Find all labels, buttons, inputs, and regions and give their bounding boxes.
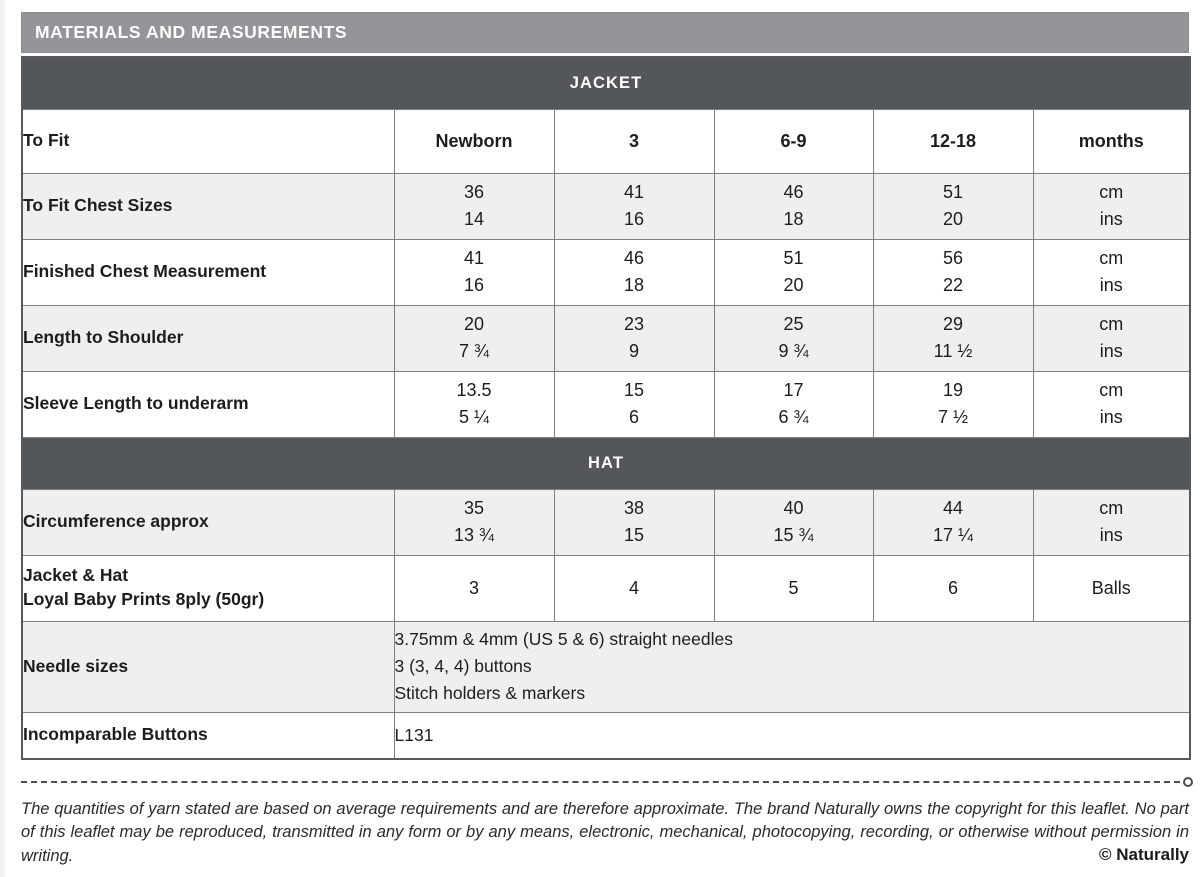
table-row: Needle sizes 3.75mm & 4mm (US 5 & 6) str… bbox=[21, 620, 1191, 713]
row-label-to-fit: To Fit bbox=[21, 108, 395, 174]
table-cell: 13.5 5 ¼ bbox=[393, 370, 555, 438]
table-cell: 35 13 ¾ bbox=[393, 488, 555, 556]
row-label-needle-sizes: Needle sizes bbox=[21, 620, 395, 713]
table-row: Sleeve Length to underarm 13.5 5 ¼ 15 6 … bbox=[21, 370, 1191, 438]
table-cell: 15 6 bbox=[553, 370, 715, 438]
size-header-12-18: 12-18 bbox=[872, 108, 1034, 174]
table-cell: 46 18 bbox=[553, 238, 715, 306]
row-label-length-to-shoulder: Length to Shoulder bbox=[21, 304, 395, 372]
table-cell: 56 22 bbox=[872, 238, 1034, 306]
cut-line bbox=[21, 777, 1193, 787]
materials-header-bar: MATERIALS AND MEASUREMENTS bbox=[21, 12, 1189, 53]
row-label-circumference: Circumference approx bbox=[21, 488, 395, 556]
footer-disclaimer-text: The quantities of yarn stated are based … bbox=[21, 800, 1189, 865]
table-cell: 29 11 ½ bbox=[872, 304, 1034, 372]
table-row: Circumference approx 35 13 ¾ 38 15 40 15… bbox=[21, 488, 1191, 556]
cut-line-end-circle-icon bbox=[1183, 777, 1193, 787]
table-cell: 44 17 ¼ bbox=[872, 488, 1034, 556]
table-cell: 41 16 bbox=[393, 238, 555, 306]
table-row: To Fit Chest Sizes 36 14 41 16 46 18 51 … bbox=[21, 172, 1191, 240]
size-header-newborn: Newborn bbox=[393, 108, 555, 174]
table-cell: 6 bbox=[872, 554, 1034, 622]
materials-measurements-table: JACKET To Fit Newborn 3 6-9 12-18 months… bbox=[21, 56, 1192, 760]
footer: The quantities of yarn stated are based … bbox=[21, 798, 1189, 868]
table-cell: 38 15 bbox=[553, 488, 715, 556]
cut-line-dashes bbox=[21, 781, 1180, 783]
copyright-notice: © Naturally bbox=[1099, 845, 1189, 865]
page-title: MATERIALS AND MEASUREMENTS bbox=[35, 22, 348, 42]
table-cell: 19 7 ½ bbox=[872, 370, 1034, 438]
table-cell: cm ins bbox=[1032, 172, 1191, 240]
table-cell: cm ins bbox=[1032, 238, 1191, 306]
row-label-finished-chest: Finished Chest Measurement bbox=[21, 238, 395, 306]
row-label-chest-sizes: To Fit Chest Sizes bbox=[21, 172, 395, 240]
table-cell: 5 bbox=[713, 554, 874, 622]
incomparable-buttons-value: L131 bbox=[393, 711, 1191, 760]
table-cell: Balls bbox=[1032, 554, 1191, 622]
table-cell: 40 15 ¾ bbox=[713, 488, 874, 556]
row-label-incomparable-buttons: Incomparable Buttons bbox=[21, 711, 395, 760]
hat-section-header: HAT bbox=[22, 436, 1191, 490]
size-header-3: 3 bbox=[553, 108, 715, 174]
table-cell: 36 14 bbox=[393, 172, 555, 240]
table-row: Incomparable Buttons L131 bbox=[21, 711, 1191, 760]
needle-sizes-value: 3.75mm & 4mm (US 5 & 6) straight needles… bbox=[393, 620, 1191, 713]
table-row: Jacket & Hat Loyal Baby Prints 8ply (50g… bbox=[21, 554, 1191, 622]
size-header-6-9: 6-9 bbox=[713, 108, 874, 174]
row-label-sleeve-length: Sleeve Length to underarm bbox=[21, 370, 395, 438]
table-cell: 46 18 bbox=[713, 172, 874, 240]
table-cell: 3 bbox=[393, 554, 555, 622]
table-cell: 51 20 bbox=[872, 172, 1034, 240]
table-cell: 23 9 bbox=[553, 304, 715, 372]
table-cell: 4 bbox=[553, 554, 715, 622]
table-cell: cm ins bbox=[1032, 304, 1191, 372]
table-cell: 51 20 bbox=[713, 238, 874, 306]
table-row: JACKET bbox=[22, 56, 1191, 110]
table-cell: cm ins bbox=[1032, 370, 1191, 438]
table-row: Length to Shoulder 20 7 ¾ 23 9 25 9 ¾ 29… bbox=[21, 304, 1191, 372]
table-cell: 17 6 ¾ bbox=[713, 370, 874, 438]
size-header-months: months bbox=[1032, 108, 1191, 174]
table-row: Finished Chest Measurement 41 16 46 18 5… bbox=[21, 238, 1191, 306]
table-row: To Fit Newborn 3 6-9 12-18 months bbox=[21, 108, 1191, 174]
table-cell: cm ins bbox=[1032, 488, 1191, 556]
table-cell: 20 7 ¾ bbox=[393, 304, 555, 372]
table-row: HAT bbox=[22, 436, 1191, 490]
jacket-section-header: JACKET bbox=[22, 56, 1191, 110]
table-cell: 41 16 bbox=[553, 172, 715, 240]
table-cell: 25 9 ¾ bbox=[713, 304, 874, 372]
row-label-yarn-balls: Jacket & Hat Loyal Baby Prints 8ply (50g… bbox=[21, 554, 395, 622]
